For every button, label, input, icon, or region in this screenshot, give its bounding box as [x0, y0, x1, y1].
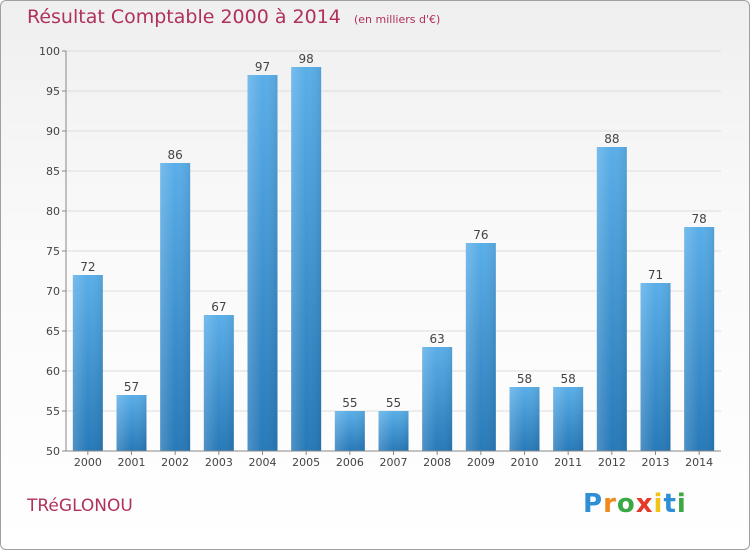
y-tick-label-90: 90 — [46, 125, 60, 138]
x-tick-label-2002: 2002 — [161, 456, 189, 469]
data-label-2013: 71 — [648, 268, 663, 282]
bar-shade-2001 — [116, 395, 147, 451]
logo-letter: t — [663, 489, 677, 519]
data-label-2012: 88 — [604, 132, 619, 146]
logo-letter: r — [603, 489, 617, 519]
x-tick-label-2013: 2013 — [642, 456, 670, 469]
x-tick-label-2006: 2006 — [336, 456, 364, 469]
bar-shade-2006 — [334, 411, 365, 451]
chart-title: Résultat Comptable 2000 à 2014 — [27, 6, 341, 28]
bar-shade-2000 — [72, 275, 103, 451]
data-label-2000: 72 — [80, 260, 95, 274]
logo-letter: P — [583, 489, 604, 519]
y-tick-label-55: 55 — [46, 405, 60, 418]
bar-shade-2010 — [509, 387, 540, 451]
data-label-2006: 55 — [342, 396, 357, 410]
bar-shade-2005 — [291, 67, 322, 451]
y-tick-label-65: 65 — [46, 325, 60, 338]
x-tick-label-2012: 2012 — [598, 456, 626, 469]
y-tick-label-80: 80 — [46, 205, 60, 218]
bar-shade-2004 — [247, 75, 278, 451]
y-tick-label-70: 70 — [46, 285, 60, 298]
x-tick-label-2003: 2003 — [205, 456, 233, 469]
y-tick-label-60: 60 — [46, 365, 60, 378]
data-label-2009: 76 — [473, 228, 488, 242]
title-block: Résultat Comptable 2000 à 2014 (en milli… — [27, 6, 440, 28]
logo-letter: i — [653, 489, 664, 519]
data-label-2002: 86 — [168, 148, 183, 162]
proxiti-logo: Proxiti — [583, 489, 687, 519]
x-tick-label-2009: 2009 — [467, 456, 495, 469]
bar-shade-2013 — [640, 283, 671, 451]
bar-shade-2008 — [422, 347, 453, 451]
x-tick-label-2005: 2005 — [292, 456, 320, 469]
y-tick-label-85: 85 — [46, 165, 60, 178]
x-tick-label-2014: 2014 — [685, 456, 713, 469]
x-tick-label-2010: 2010 — [511, 456, 539, 469]
bar-shade-2014 — [684, 227, 715, 451]
logo-letter: x — [635, 489, 654, 519]
y-tick-label-95: 95 — [46, 85, 60, 98]
y-tick-label-50: 50 — [46, 445, 60, 458]
y-tick-label-75: 75 — [46, 245, 60, 258]
x-tick-label-2004: 2004 — [249, 456, 277, 469]
data-label-2003: 67 — [211, 300, 226, 314]
logo-letter: o — [616, 489, 636, 519]
logo-letter: i — [676, 489, 687, 519]
bar-shade-2009 — [465, 243, 496, 451]
bar-shade-2002 — [160, 163, 191, 451]
data-label-2007: 55 — [386, 396, 401, 410]
x-tick-label-2008: 2008 — [423, 456, 451, 469]
x-tick-label-2001: 2001 — [118, 456, 146, 469]
data-label-2008: 63 — [430, 332, 445, 346]
data-label-2010: 58 — [517, 372, 532, 386]
y-tick-label-100: 100 — [39, 45, 60, 58]
data-label-2001: 57 — [124, 380, 139, 394]
data-label-2011: 58 — [561, 372, 576, 386]
x-tick-label-2011: 2011 — [554, 456, 582, 469]
bar-shade-2003 — [203, 315, 234, 451]
data-label-2004: 97 — [255, 60, 270, 74]
bar-shade-2007 — [378, 411, 409, 451]
chart-subtitle: (en milliers d'€) — [353, 13, 441, 26]
town-name: TRéGLONOU — [27, 496, 133, 516]
bar-shade-2011 — [553, 387, 584, 451]
data-label-2014: 78 — [692, 212, 707, 226]
data-label-2005: 98 — [299, 52, 314, 66]
bar-shade-2012 — [596, 147, 627, 451]
x-tick-label-2000: 2000 — [74, 456, 102, 469]
x-tick-label-2007: 2007 — [380, 456, 408, 469]
